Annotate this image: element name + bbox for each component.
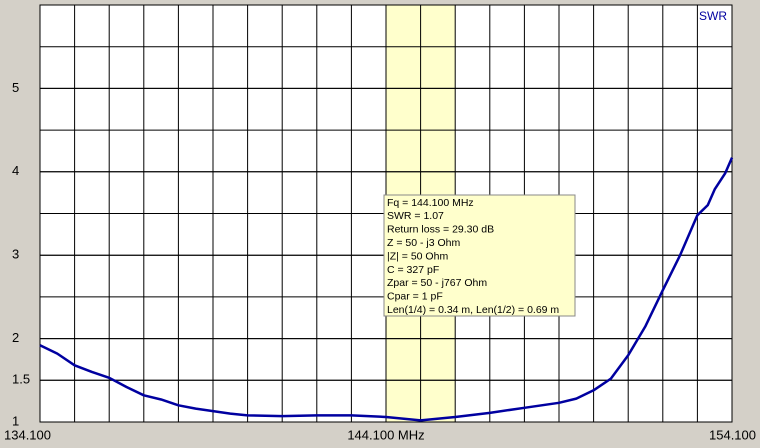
info-line: Len(1/4) = 0.34 m, Len(1/2) = 0.69 m <box>387 304 559 316</box>
info-line: Zpar = 50 - j767 Ohm <box>387 277 487 289</box>
info-line: |Z| = 50 Ohm <box>387 250 448 262</box>
info-line: C = 327 pF <box>387 264 439 276</box>
info-line: Return loss = 29.30 dB <box>387 224 494 236</box>
info-box <box>383 194 576 317</box>
legend-label: SWR <box>699 9 727 23</box>
y-tick-label: 1 <box>12 413 19 428</box>
info-line: Fq = 144.100 MHz <box>387 197 474 209</box>
y-tick-label: 4 <box>12 163 19 178</box>
plot-border <box>39 4 733 423</box>
x-tick-label: 134.100 <box>4 427 51 442</box>
y-tick-label: 1.5 <box>12 372 30 387</box>
info-line: SWR = 1.07 <box>387 210 444 222</box>
y-tick-label: 5 <box>12 80 19 95</box>
info-line: Z = 50 - j3 Ohm <box>387 237 460 249</box>
y-tick-label: 2 <box>12 330 19 345</box>
y-tick-label: 3 <box>12 247 19 262</box>
x-tick-label: 154.100 <box>709 427 756 442</box>
info-line: Cpar = 1 pF <box>387 291 443 303</box>
swr-line <box>39 157 734 422</box>
x-tick-label: 144.100 MHz <box>347 427 424 442</box>
